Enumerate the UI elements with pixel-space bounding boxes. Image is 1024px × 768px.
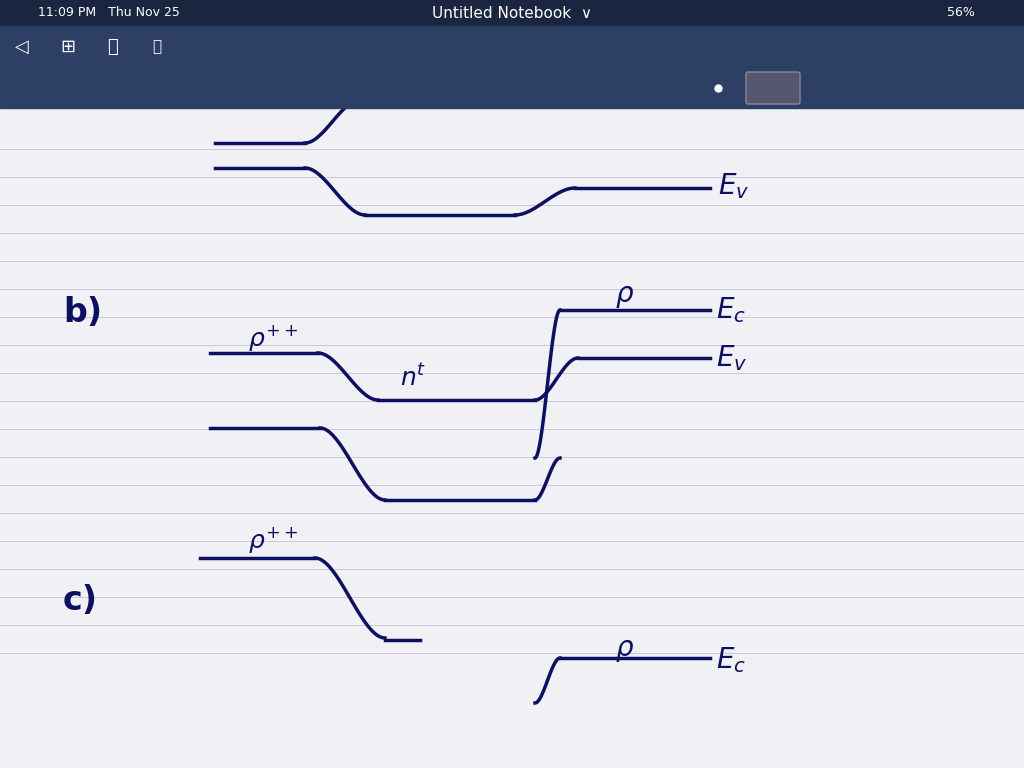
Text: ⌕: ⌕: [108, 38, 119, 56]
Text: $E_v$: $E_v$: [716, 343, 748, 373]
Text: 56%: 56%: [947, 6, 975, 19]
Text: Untitled Notebook  ∨: Untitled Notebook ∨: [432, 5, 592, 21]
Text: 11:09 PM   Thu Nov 25: 11:09 PM Thu Nov 25: [38, 6, 180, 19]
Text: $\rho^{++}$: $\rho^{++}$: [248, 525, 298, 555]
Bar: [0, 68, 1024, 108]
Text: $E_c$: $E_c$: [716, 645, 746, 675]
Text: $n^t$: $n^t$: [400, 365, 426, 391]
Text: $\rho$: $\rho$: [615, 637, 634, 664]
Text: 🔖: 🔖: [153, 39, 162, 55]
FancyBboxPatch shape: [746, 72, 800, 104]
Text: $\rho$: $\rho$: [615, 283, 634, 310]
Text: $E_v$: $E_v$: [718, 171, 750, 201]
Text: ◁: ◁: [15, 38, 29, 56]
Text: b): b): [63, 296, 102, 329]
Bar: [0, 26, 1024, 68]
Text: ⊞: ⊞: [60, 38, 76, 56]
Bar: [0, 0, 1024, 26]
Text: c): c): [63, 584, 98, 617]
Text: $E_c$: $E_c$: [716, 295, 746, 325]
Text: $\rho^{++}$: $\rho^{++}$: [248, 323, 298, 353]
